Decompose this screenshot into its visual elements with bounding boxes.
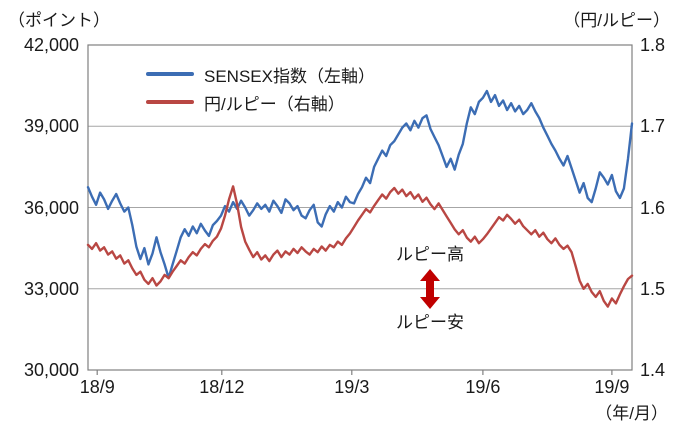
left-axis-tick-label: 42,000 — [23, 35, 79, 55]
legend-label-sensex: SENSEX指数（左軸） — [204, 66, 375, 86]
double-arrow-icon — [420, 269, 440, 309]
x-axis-tick-label: 19/9 — [594, 377, 630, 397]
x-axis-unit-label: （年/月） — [595, 404, 668, 423]
right-axis-tick-label: 1.4 — [640, 360, 666, 380]
legend: SENSEX指数（左軸） 円/ルピー（右軸） — [146, 60, 375, 116]
right-axis-tick-label: 1.7 — [640, 116, 666, 137]
left-axis-tick-label: 30,000 — [23, 360, 79, 380]
rupee-low-label: ルピー安 — [396, 313, 464, 332]
left-axis-unit-label: （ポイント） — [8, 11, 110, 30]
rupee-high-label: ルピー高 — [396, 245, 464, 264]
legend-label-jpy-inr: 円/ルピー（右軸） — [204, 94, 345, 114]
left-axis-tick-label: 33,000 — [23, 278, 79, 299]
rupee-annotation: ルピー高 ルピー安 — [368, 244, 492, 334]
right-axis-unit-label: （円/ルピー） — [563, 11, 670, 30]
legend-item-jpy-inr: 円/ルピー（右軸） — [146, 88, 375, 116]
right-axis-tick-label: 1.8 — [640, 35, 666, 55]
x-axis-tick-label: 18/12 — [199, 377, 245, 397]
x-axis-tick-label: 18/9 — [79, 377, 115, 397]
right-axis-tick-label: 1.5 — [640, 278, 666, 299]
sensex-line-swatch — [146, 72, 194, 76]
x-axis-tick-label: 19/3 — [334, 377, 370, 397]
left-axis-tick-label: 36,000 — [23, 197, 79, 218]
legend-item-sensex: SENSEX指数（左軸） — [146, 60, 375, 88]
jpy-inr-line-swatch — [146, 100, 194, 104]
right-axis-tick-label: 1.6 — [640, 197, 666, 218]
x-axis-tick-label: 19/6 — [465, 377, 501, 397]
left-axis-tick-label: 39,000 — [23, 116, 79, 137]
